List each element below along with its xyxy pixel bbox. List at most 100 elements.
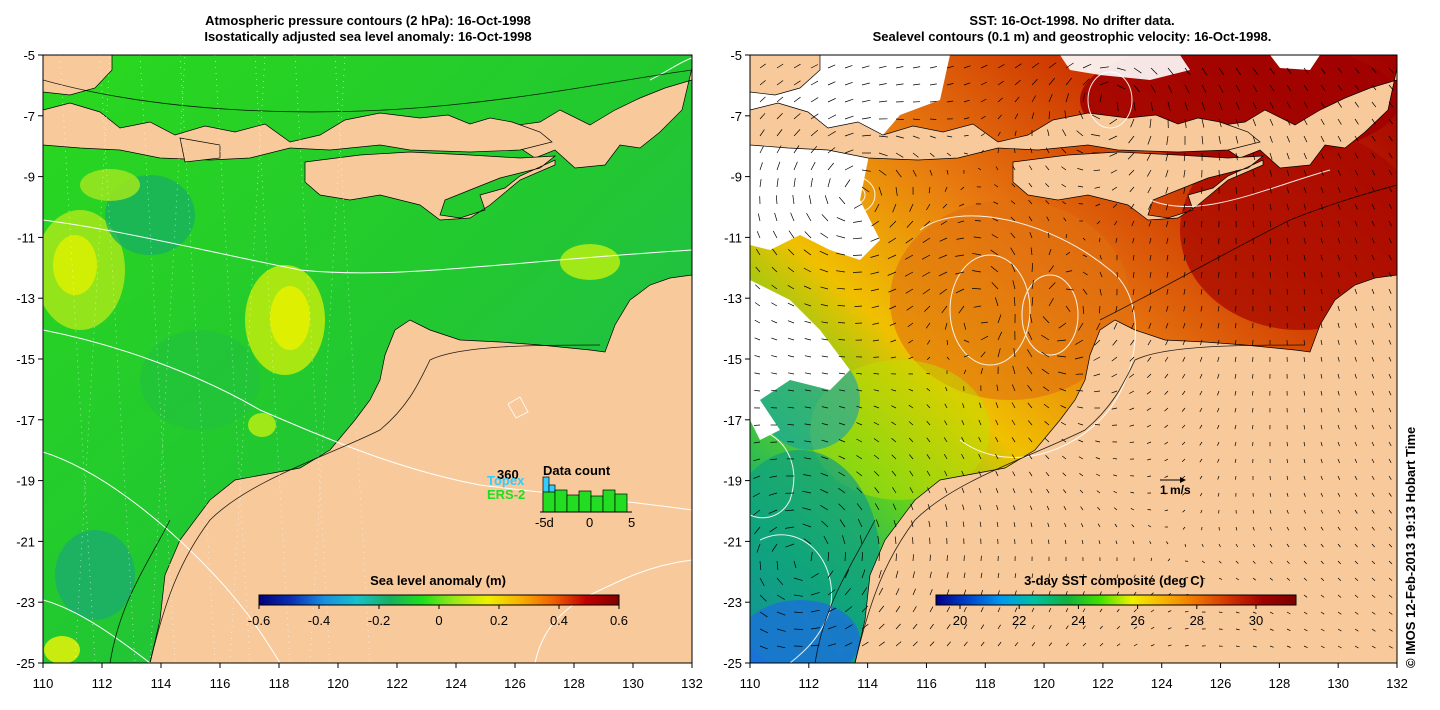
velocity-vector xyxy=(804,320,812,324)
velocity-vector xyxy=(972,252,982,256)
velocity-vector xyxy=(1303,118,1308,126)
velocity-vector xyxy=(754,319,761,324)
velocity-vector xyxy=(1131,220,1135,227)
sla-colorbar-label: Sea level anomaly (m) xyxy=(370,573,506,588)
velocity-vector xyxy=(1286,67,1292,75)
velocity-vector xyxy=(942,203,948,209)
velocity-vector xyxy=(1303,220,1306,227)
velocity-vector xyxy=(1337,254,1341,261)
velocity-vector xyxy=(1010,247,1016,256)
colorbar-tick-label: 22 xyxy=(1012,613,1026,628)
velocity-vector xyxy=(946,100,954,103)
velocity-vector xyxy=(861,605,869,613)
velocity-vector xyxy=(1011,384,1016,392)
velocity-vector xyxy=(1149,254,1152,261)
velocity-vector xyxy=(810,609,820,613)
velocity-vector xyxy=(1201,118,1205,128)
velocity-vector xyxy=(1046,216,1050,222)
velocity-vector xyxy=(1354,186,1358,193)
velocity-vector xyxy=(861,551,863,562)
velocity-vector xyxy=(1286,237,1289,244)
velocity-vector xyxy=(1217,322,1220,329)
velocity-vector xyxy=(1303,611,1308,615)
velocity-vector xyxy=(1048,642,1053,647)
velocity-vector xyxy=(926,356,931,361)
velocity-vector xyxy=(1286,220,1289,227)
velocity-vector xyxy=(838,503,846,511)
velocity-vector xyxy=(878,605,885,613)
velocity-vector xyxy=(1011,454,1016,460)
colorbar-tick-label: -0.4 xyxy=(308,613,330,628)
velocity-vector xyxy=(905,254,914,260)
velocity-vector xyxy=(776,112,783,120)
velocity-vector xyxy=(787,406,795,409)
velocity-vector xyxy=(810,145,818,154)
lon-tick-label: 132 xyxy=(681,676,703,691)
velocity-vector xyxy=(1337,186,1341,193)
velocity-vector xyxy=(1371,509,1375,514)
velocity-vector xyxy=(1320,509,1324,514)
velocity-vector xyxy=(1150,557,1153,562)
velocity-vector xyxy=(892,203,897,213)
velocity-vector xyxy=(875,519,880,528)
velocity-vector xyxy=(821,372,829,375)
velocity-vector xyxy=(754,355,761,358)
velocity-vector xyxy=(1075,339,1084,345)
velocity-vector xyxy=(944,186,948,192)
velocity-vector xyxy=(1149,540,1152,545)
velocity-vector xyxy=(1077,423,1084,426)
velocity-vector xyxy=(1078,456,1084,460)
velocity-vector xyxy=(1201,560,1205,564)
sst-colorbar-label: 3-day SST composite (deg C) xyxy=(1024,573,1204,588)
velocity-vector xyxy=(877,535,880,545)
velocity-vector xyxy=(1218,560,1222,564)
velocity-vector xyxy=(922,237,931,243)
velocity-vector xyxy=(820,472,829,477)
velocity-vector xyxy=(793,129,801,137)
lat-tick-label: -19 xyxy=(723,474,742,489)
velocity-vector xyxy=(1320,526,1324,531)
velocity-vector xyxy=(1218,118,1222,128)
velocity-vector xyxy=(1146,373,1152,379)
velocity-vector xyxy=(1095,203,1101,207)
velocity-vector xyxy=(1337,67,1343,74)
velocity-vector xyxy=(1269,254,1271,261)
velocity-vector xyxy=(1184,610,1189,613)
lon-tick-label: 126 xyxy=(1210,676,1232,691)
velocity-vector xyxy=(1217,492,1220,497)
lon-tick-label: 124 xyxy=(1151,676,1173,691)
velocity-vector xyxy=(1354,288,1358,295)
velocity-vector xyxy=(1013,505,1016,511)
velocity-vector xyxy=(928,186,931,194)
velocity-vector xyxy=(912,135,920,139)
velocity-vector xyxy=(944,322,948,330)
velocity-vector xyxy=(861,623,869,630)
velocity-vector xyxy=(804,423,812,426)
velocity-vector xyxy=(1098,305,1101,314)
velocity-vector xyxy=(997,97,1003,103)
velocity-vector xyxy=(1061,184,1067,188)
velocity-vector xyxy=(911,520,914,528)
velocity-vector xyxy=(1337,458,1340,464)
velocity-vector xyxy=(1371,424,1375,430)
velocity-vector xyxy=(1286,543,1290,548)
velocity-vector xyxy=(891,389,897,392)
lat-tick-label: -21 xyxy=(16,534,35,549)
velocity-vector xyxy=(1130,118,1135,128)
velocity-vector xyxy=(1166,237,1169,244)
velocity-vector xyxy=(1148,525,1152,528)
velocity-vector xyxy=(1091,134,1101,137)
velocity-vector xyxy=(1029,165,1033,171)
velocity-vector xyxy=(1183,186,1186,194)
velocity-vector xyxy=(821,214,829,222)
velocity-vector xyxy=(1201,67,1208,76)
velocity-vector xyxy=(759,628,769,634)
velocity-vector xyxy=(921,254,931,260)
velocity-vector xyxy=(1112,474,1118,477)
velocity-vector xyxy=(946,65,954,69)
velocity-vector xyxy=(926,437,931,443)
velocity-vector xyxy=(810,627,820,630)
lat-tick-label: -11 xyxy=(724,230,742,245)
velocity-vector xyxy=(961,487,965,494)
velocity-vector xyxy=(874,503,880,511)
